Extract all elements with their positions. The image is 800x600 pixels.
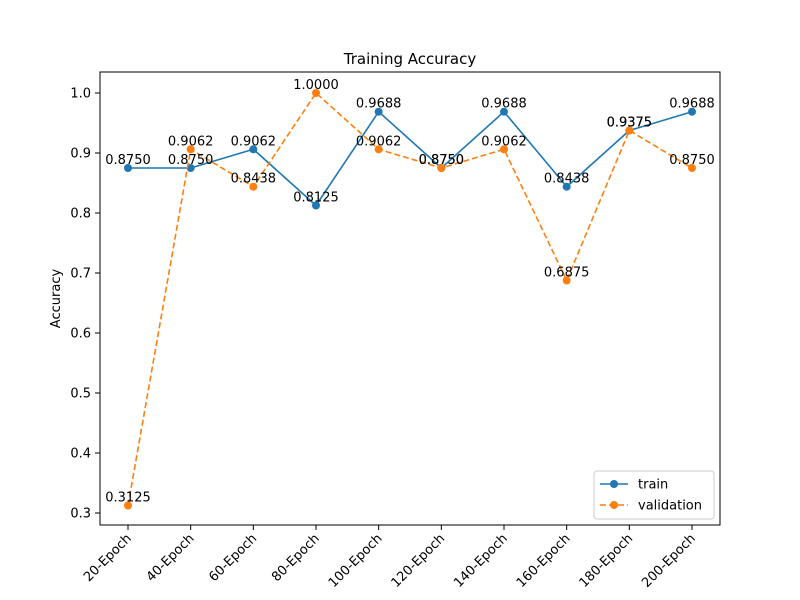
data-label-train: 0.8750 xyxy=(419,153,465,168)
y-tick-label: 1.0 xyxy=(70,87,91,102)
y-tick-label: 0.8 xyxy=(70,207,91,222)
data-point-validation xyxy=(374,145,383,154)
data-point-validation xyxy=(186,145,195,154)
y-tick-label: 0.9 xyxy=(70,147,91,162)
data-point-validation xyxy=(437,164,446,172)
series-line-validation xyxy=(127,92,693,506)
data-label-validation: 0.9375 xyxy=(607,116,653,131)
data-point-train xyxy=(500,107,508,116)
y-tick-label: 0.6 xyxy=(70,327,91,342)
data-label-validation: 0.9062 xyxy=(356,134,402,149)
y-tick-label: 0.4 xyxy=(70,447,91,462)
data-label-train: 0.8750 xyxy=(105,153,151,168)
data-label-train: 0.8438 xyxy=(544,172,590,187)
data-labels: 0.8750 0.8750 0.9062 0.8125 0.9688 0.8750 0.96… xyxy=(105,78,715,506)
plot-frame xyxy=(99,71,721,526)
data-label-validation: 1.0000 xyxy=(293,78,339,93)
legend-box xyxy=(593,470,715,520)
data-label-validation: 0.9062 xyxy=(481,134,527,149)
data-point-validation xyxy=(124,501,132,510)
data-point-validation xyxy=(312,89,320,97)
data-point-train xyxy=(562,182,571,191)
data-point-train xyxy=(374,107,383,116)
series-line-train xyxy=(128,110,693,207)
data-label-validation: 0.8750 xyxy=(419,153,465,168)
data-label-validation: 0.8438 xyxy=(231,172,277,187)
y-tick-label: 0.5 xyxy=(70,387,91,402)
legend-label-train: train xyxy=(638,478,668,493)
data-point-validation xyxy=(562,276,571,285)
data-point-train xyxy=(249,145,258,154)
legend-marker-validation xyxy=(610,501,618,509)
legend-marker-train xyxy=(610,480,618,488)
data-label-train: 0.8125 xyxy=(293,191,339,206)
data-label-train: 0.9375 xyxy=(607,116,653,131)
data-point-train xyxy=(186,164,195,172)
data-label-train: 0.9688 xyxy=(481,97,527,112)
series-layer xyxy=(124,89,696,510)
legend-label-validation: validation xyxy=(638,499,702,514)
data-label-train: 0.9688 xyxy=(669,97,715,112)
y-tick-label: 0.7 xyxy=(70,267,91,282)
y-tick-label: 0.3 xyxy=(70,507,91,522)
data-point-validation xyxy=(249,182,258,191)
data-point-train xyxy=(124,164,132,172)
chart-title: Training Accuracy xyxy=(343,50,477,68)
data-point-validation xyxy=(625,126,634,135)
data-point-validation xyxy=(500,145,508,154)
data-label-train: 0.8750 xyxy=(168,153,214,168)
data-label-validation: 0.3125 xyxy=(105,491,151,506)
data-label-train: 0.9062 xyxy=(231,134,277,149)
data-point-train xyxy=(312,201,320,210)
legend: train validation xyxy=(593,470,715,520)
plot-area xyxy=(100,72,720,525)
data-point-train xyxy=(688,107,696,116)
data-label-validation: 0.8750 xyxy=(669,153,715,168)
data-label-validation: 0.9062 xyxy=(168,134,214,149)
data-label-validation: 0.6875 xyxy=(544,266,590,281)
data-point-validation xyxy=(688,164,696,172)
y-axis-ticks: 0.3 0.4 0.5 0.6 0.7 0.8 0.9 1.0 xyxy=(70,87,100,522)
data-label-train: 0.9688 xyxy=(356,97,402,112)
y-axis-title: Accuracy xyxy=(49,269,64,329)
